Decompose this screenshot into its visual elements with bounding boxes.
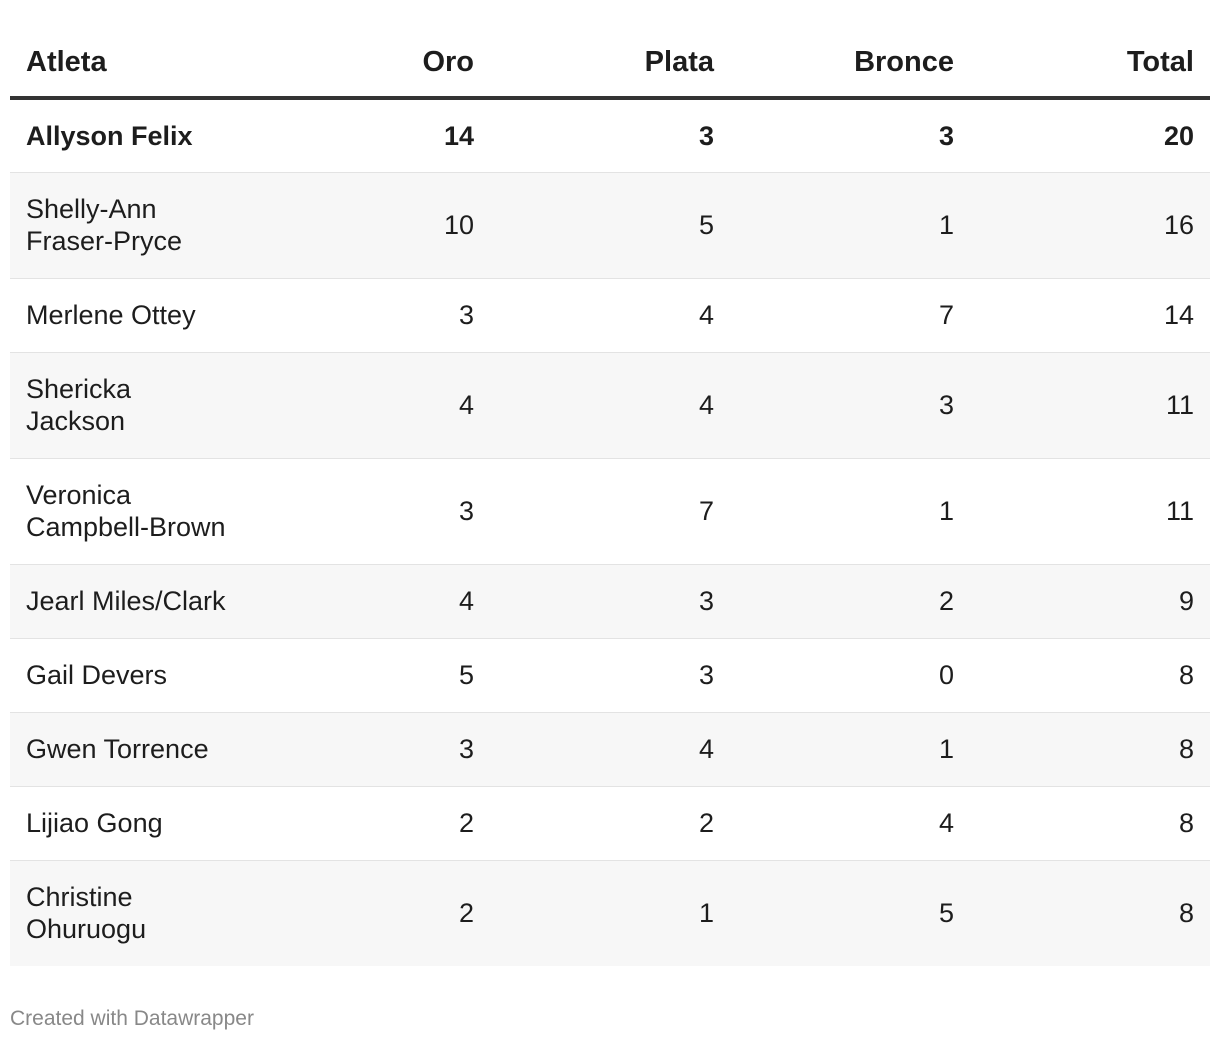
oro-cell: 14 — [250, 98, 490, 173]
athlete-name-cell: Gail Devers — [10, 638, 250, 713]
bronce-cell: 0 — [730, 638, 970, 713]
bronce-cell: 4 — [730, 786, 970, 861]
plata-cell: 2 — [490, 786, 730, 861]
table-row: Christine Ohuruogu 2 1 5 8 — [10, 860, 1210, 966]
table-header: Atleta Oro Plata Bronce Total — [10, 28, 1210, 100]
bronce-cell: 5 — [730, 860, 970, 966]
bronce-cell: 1 — [730, 712, 970, 787]
total-cell: 20 — [970, 98, 1210, 173]
oro-cell: 2 — [250, 860, 490, 966]
bronce-cell: 1 — [730, 172, 970, 279]
total-cell: 9 — [970, 564, 1210, 639]
oro-cell: 10 — [250, 172, 490, 279]
athlete-name-cell: Merlene Ottey — [10, 278, 250, 353]
plata-cell: 1 — [490, 860, 730, 966]
athlete-name-cell: Christine Ohuruogu — [10, 860, 250, 966]
total-cell: 8 — [970, 638, 1210, 713]
table-body: Allyson Felix 14 3 3 20 Shelly-Ann Frase… — [10, 98, 1210, 966]
total-cell: 8 — [970, 712, 1210, 787]
table-row: Shelly-Ann Fraser-Pryce 10 5 1 16 — [10, 172, 1210, 279]
plata-cell: 7 — [490, 458, 730, 565]
oro-cell: 3 — [250, 458, 490, 565]
oro-cell: 2 — [250, 786, 490, 861]
oro-cell: 5 — [250, 638, 490, 713]
table-row: Jearl Miles/Clark 4 3 2 9 — [10, 564, 1210, 639]
table-row: Lijiao Gong 2 2 4 8 — [10, 786, 1210, 861]
plata-cell: 4 — [490, 712, 730, 787]
column-header-atleta[interactable]: Atleta — [10, 28, 250, 100]
plata-cell: 3 — [490, 98, 730, 173]
bronce-cell: 1 — [730, 458, 970, 565]
athlete-name-cell: Allyson Felix — [10, 98, 250, 173]
column-header-total[interactable]: Total — [970, 28, 1210, 100]
oro-cell: 3 — [250, 278, 490, 353]
table-row: Veronica Campbell-Brown 3 7 1 11 — [10, 458, 1210, 565]
header-row: Atleta Oro Plata Bronce Total — [10, 28, 1210, 100]
column-header-plata[interactable]: Plata — [490, 28, 730, 100]
total-cell: 11 — [970, 458, 1210, 565]
plata-cell: 4 — [490, 278, 730, 353]
plata-cell: 5 — [490, 172, 730, 279]
bronce-cell: 2 — [730, 564, 970, 639]
column-header-bronce[interactable]: Bronce — [730, 28, 970, 100]
plata-cell: 3 — [490, 638, 730, 713]
table-row: Gwen Torrence 3 4 1 8 — [10, 712, 1210, 787]
bronce-cell: 7 — [730, 278, 970, 353]
athlete-name-cell: Gwen Torrence — [10, 712, 250, 787]
oro-cell: 4 — [250, 352, 490, 459]
plata-cell: 4 — [490, 352, 730, 459]
table-row: Shericka Jackson 4 4 3 11 — [10, 352, 1210, 459]
athlete-name-cell: Shericka Jackson — [10, 352, 250, 459]
table-row: Merlene Ottey 3 4 7 14 — [10, 278, 1210, 353]
bronce-cell: 3 — [730, 98, 970, 173]
medal-table-container: Atleta Oro Plata Bronce Total Allyson Fe… — [10, 28, 1210, 966]
total-cell: 16 — [970, 172, 1210, 279]
table-row: Gail Devers 5 3 0 8 — [10, 638, 1210, 713]
datawrapper-credit[interactable]: Created with Datawrapper — [10, 1007, 254, 1030]
athlete-name-cell: Shelly-Ann Fraser-Pryce — [10, 172, 250, 279]
oro-cell: 3 — [250, 712, 490, 787]
athlete-name-cell: Jearl Miles/Clark — [10, 564, 250, 639]
total-cell: 11 — [970, 352, 1210, 459]
plata-cell: 3 — [490, 564, 730, 639]
athlete-name-cell: Lijiao Gong — [10, 786, 250, 861]
column-header-oro[interactable]: Oro — [250, 28, 490, 100]
total-cell: 8 — [970, 860, 1210, 966]
medal-table: Atleta Oro Plata Bronce Total Allyson Fe… — [10, 28, 1210, 966]
athlete-name-cell: Veronica Campbell-Brown — [10, 458, 250, 565]
bronce-cell: 3 — [730, 352, 970, 459]
total-cell: 14 — [970, 278, 1210, 353]
table-row: Allyson Felix 14 3 3 20 — [10, 98, 1210, 173]
total-cell: 8 — [970, 786, 1210, 861]
oro-cell: 4 — [250, 564, 490, 639]
